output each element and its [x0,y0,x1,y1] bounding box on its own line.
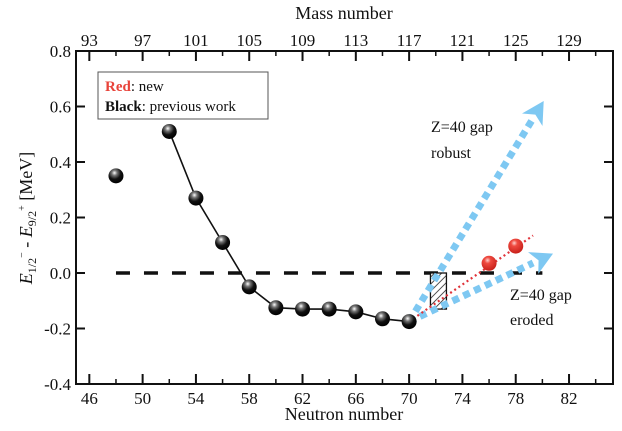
x2-tick-label: 97 [134,31,152,50]
x-tick-label: 70 [401,389,418,408]
annotation-robust-line2: robust [431,145,472,162]
y-title-units: [MeV] [16,152,36,205]
y-axis-title: E1/2− - E9/2+ [MeV] [16,152,39,285]
y-title-sub2: 9/2 [25,211,39,226]
x2-tick-label: 129 [556,31,582,50]
top-axis-title: Mass number [295,3,393,23]
previous-work-point [161,123,177,139]
y-tick-label: -0.2 [44,320,71,339]
arrow-eroded-shaft [407,259,535,325]
y-tick-label: 0.0 [50,264,71,283]
x-tick-label: 82 [561,389,578,408]
annotation-eroded-line1: Z=40 gap [510,287,572,304]
y-title-e2: E [16,226,36,238]
legend-key-black: Black [105,99,142,115]
previous-work-point [321,301,337,317]
arrow-robust-shaft [406,117,536,324]
y-title-dash: - [16,237,36,252]
y-title-e1: E [16,273,36,285]
x2-tick-label: 109 [290,31,316,50]
previous-work-point [188,190,204,206]
previous-work-point [401,314,417,330]
previous-work-point [348,304,364,320]
y-tick-label: 0.2 [50,209,71,228]
previous-work-point [241,279,257,295]
y-tick-label: 0.6 [50,98,71,117]
x-tick-label: 46 [81,389,98,408]
arrow-robust-head [522,100,544,126]
previous-work-point [215,234,231,250]
y-tick-label: -0.4 [44,375,71,394]
legend: Red: new Black: previous work [97,71,269,120]
legend-entry-previous: Black: previous work [105,99,236,115]
x2-tick-label: 101 [183,31,209,50]
arrow-eroded-head [528,252,554,274]
x-tick-label: 74 [454,389,472,408]
x2-tick-label: 121 [450,31,476,50]
y-tick-label: 0.4 [50,153,72,172]
y-tick-label: 0.8 [50,42,71,61]
x-tick-label: 50 [134,389,151,408]
x-axis-title: Neutron number [285,404,403,424]
x-tick-label: 54 [187,389,205,408]
legend-key-red: Red [105,79,131,95]
annotation-robust-line1: Z=40 gap [431,119,493,136]
x-tick-label: 78 [507,389,524,408]
new-point [481,255,497,271]
y-title-sub1: 1/2 [25,258,39,273]
x-tick-label: 58 [241,389,258,408]
legend-text-previous: : previous work [142,99,237,115]
x2-tick-label: 125 [503,31,529,50]
previous-work-point [295,301,311,317]
previous-work-point [108,168,124,184]
y-title-sup1: − [17,252,28,258]
y-title-sup2: + [17,205,28,211]
x-tick-label: 62 [294,389,311,408]
new-point [508,238,524,254]
x-tick-label: 66 [347,389,364,408]
x2-tick-label: 113 [343,31,368,50]
x2-tick-label: 117 [397,31,422,50]
legend-text-new: : new [131,79,164,95]
x2-tick-label: 105 [236,31,262,50]
previous-work-point [268,300,284,316]
x2-tick-label: 93 [81,31,98,50]
legend-box [97,71,269,120]
previous-work-point [374,311,390,327]
legend-entry-new: Red: new [105,79,164,95]
annotation-eroded-line2: eroded [510,312,554,329]
previous-work-line [168,131,410,323]
